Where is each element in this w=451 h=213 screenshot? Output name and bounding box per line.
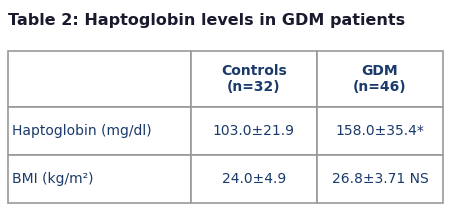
Bar bbox=[191, 51, 317, 107]
Text: Table 2: Haptoglobin levels in GDM patients: Table 2: Haptoglobin levels in GDM patie… bbox=[8, 13, 405, 28]
Bar bbox=[317, 107, 443, 155]
Text: Haptoglobin (mg/dl): Haptoglobin (mg/dl) bbox=[12, 124, 152, 138]
Bar bbox=[191, 155, 317, 203]
Text: GDM
(n=46): GDM (n=46) bbox=[353, 64, 407, 94]
Text: Controls
(n=32): Controls (n=32) bbox=[221, 64, 287, 94]
Text: 26.8±3.71 NS: 26.8±3.71 NS bbox=[331, 172, 428, 186]
Text: 24.0±4.9: 24.0±4.9 bbox=[221, 172, 286, 186]
Bar bbox=[317, 155, 443, 203]
Bar bbox=[8, 107, 191, 155]
Text: BMI (kg/m²): BMI (kg/m²) bbox=[12, 172, 93, 186]
Bar bbox=[8, 51, 191, 107]
Text: 103.0±21.9: 103.0±21.9 bbox=[213, 124, 295, 138]
Text: 158.0±35.4*: 158.0±35.4* bbox=[336, 124, 424, 138]
Bar bbox=[8, 155, 191, 203]
Bar bbox=[317, 51, 443, 107]
Bar bbox=[191, 107, 317, 155]
